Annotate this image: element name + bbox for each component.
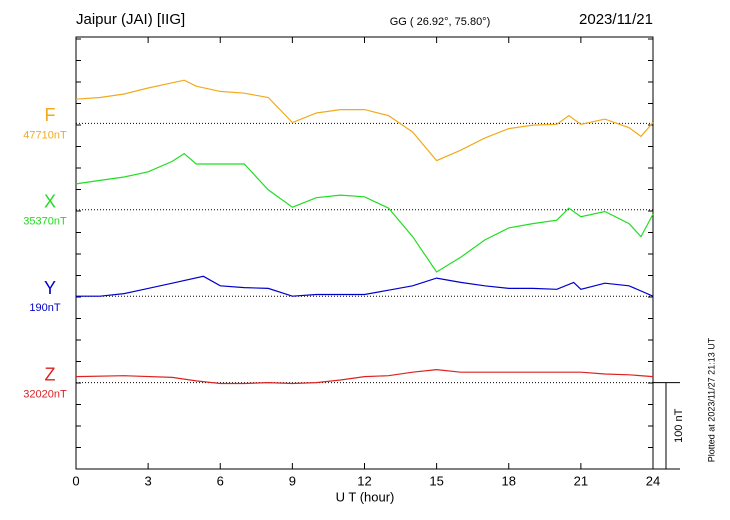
series-line	[76, 275, 654, 297]
series-name: X	[44, 192, 56, 212]
x-tick-label: 0	[72, 473, 79, 488]
series-line	[75, 152, 654, 273]
x-tick-label: 6	[217, 473, 224, 488]
series-name: F	[45, 105, 56, 125]
plot-frame	[75, 36, 654, 470]
x-tick-label: 9	[289, 473, 296, 488]
x-tick-label: 24	[646, 473, 660, 488]
x-tick-label: 3	[145, 473, 152, 488]
series-name: Z	[45, 364, 56, 384]
x-axis-label: U T (hour)	[336, 489, 395, 504]
baseline-label: 32020nT	[23, 389, 67, 401]
scale-label: 100 nT	[673, 408, 685, 443]
x-tick-label: 15	[429, 473, 443, 488]
chart-title: Jaipur (JAI) [IIG]	[76, 11, 185, 28]
series-line	[75, 368, 654, 385]
x-tick-label: 18	[502, 473, 516, 488]
series-name: Y	[44, 278, 56, 298]
footnote: Plotted at 2023/11/27 21:13 UT	[706, 337, 716, 462]
baseline-label: 190nT	[29, 302, 60, 314]
x-tick-label: 21	[574, 473, 588, 488]
series-line	[75, 79, 654, 162]
baseline-label: 47710nT	[23, 129, 67, 141]
chart-subtitle: GG ( 26.92°, 75.80°)	[390, 16, 491, 28]
baseline-label: 35370nT	[23, 216, 67, 228]
chart-date: 2023/11/21	[579, 11, 653, 28]
x-tick-label: 12	[357, 473, 371, 488]
